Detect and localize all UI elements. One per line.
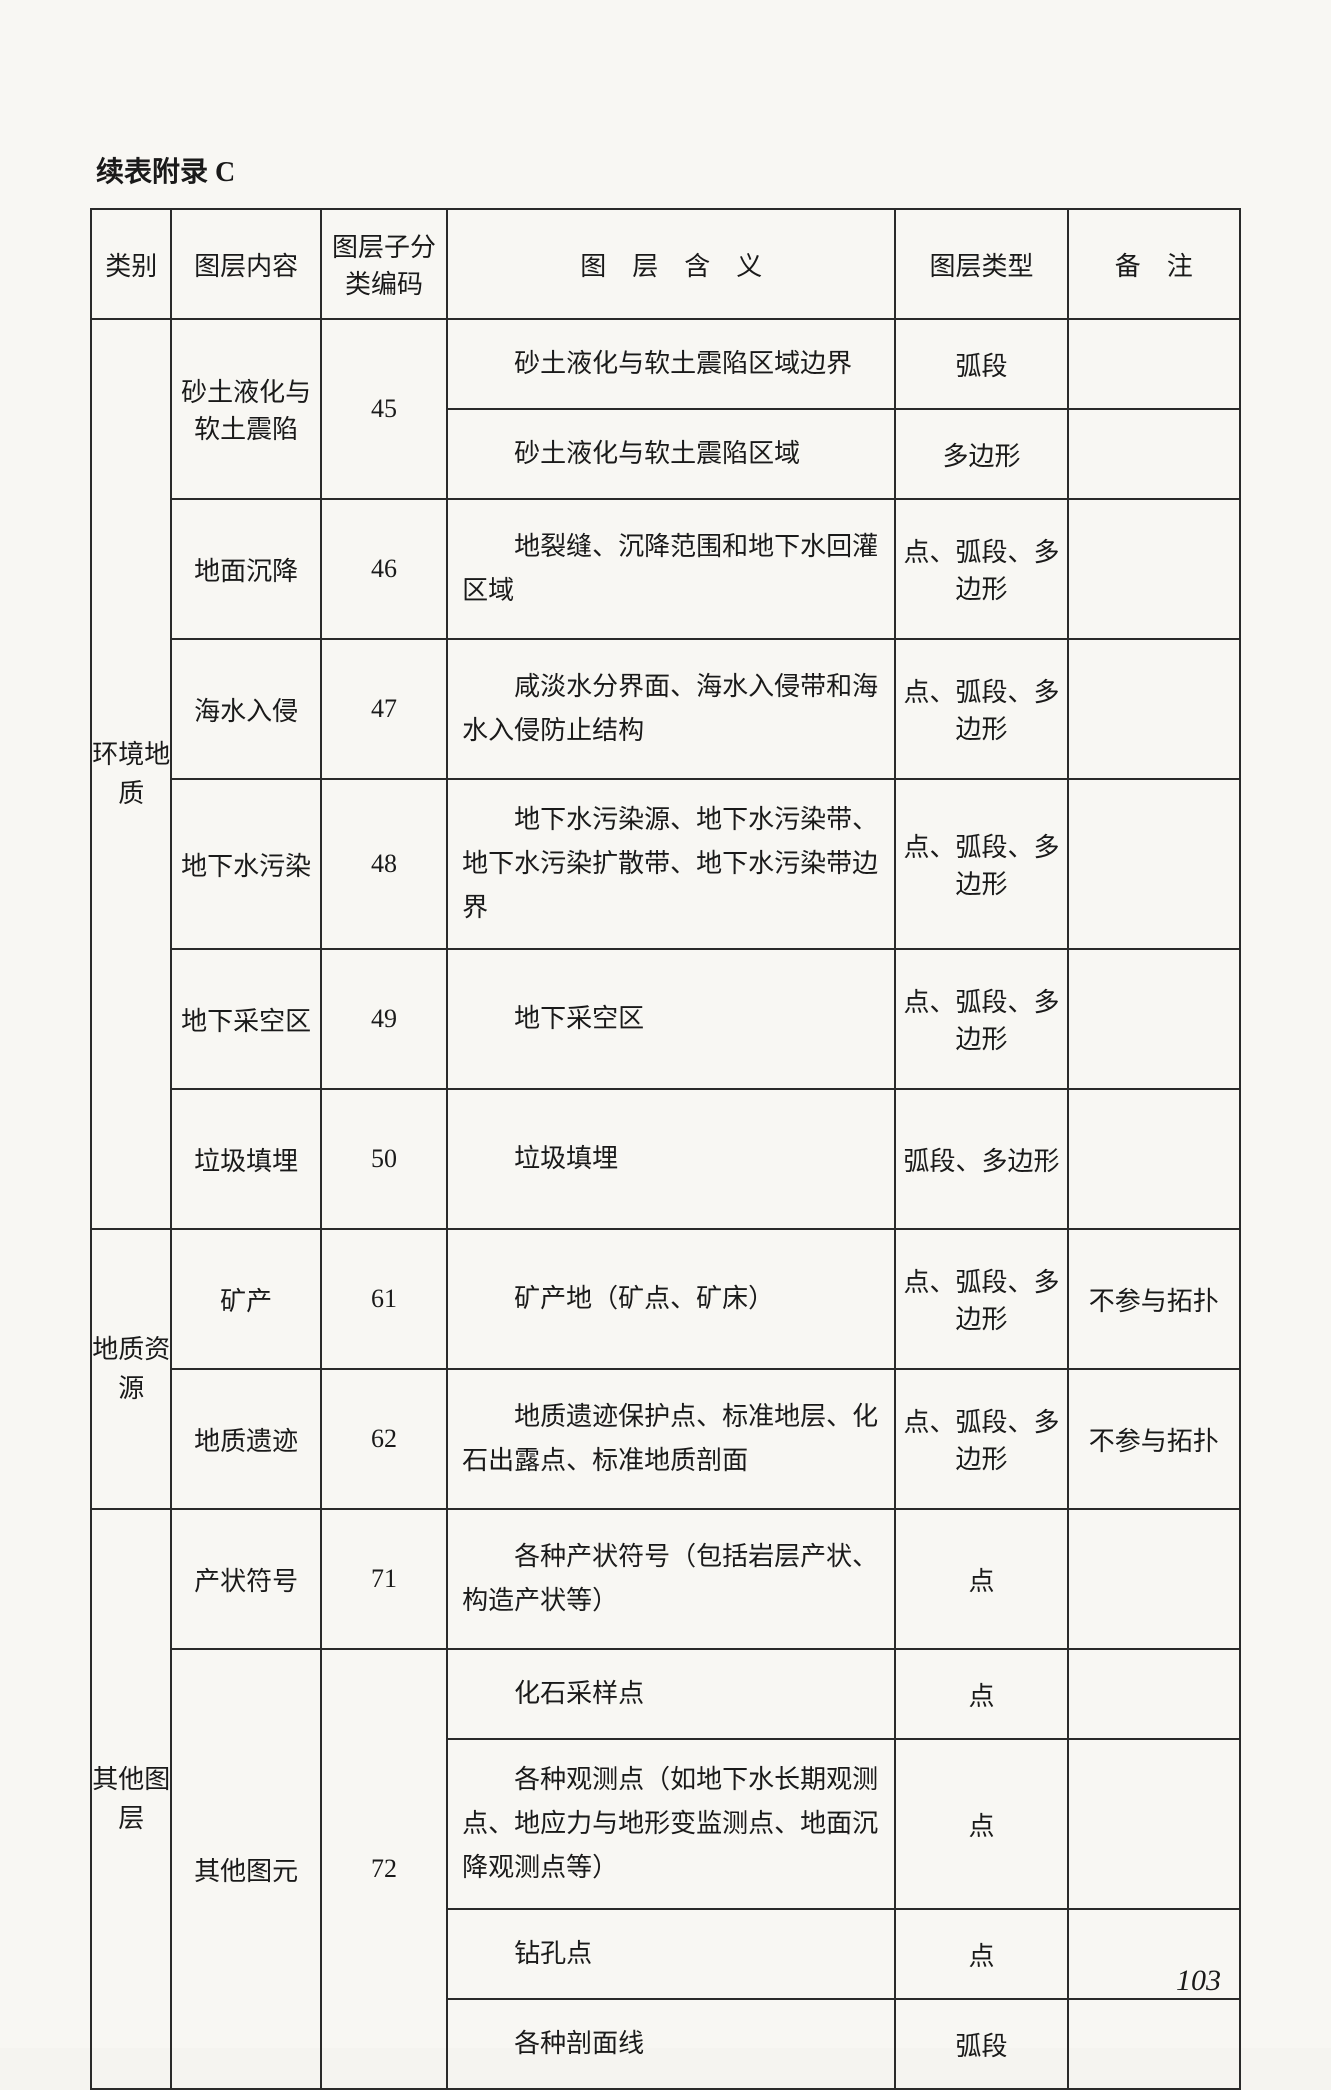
cell-meaning: 垃圾填埋 xyxy=(447,1089,895,1229)
cell-meaning: 各种观测点（如地下水长期观测点、地应力与地形变监测点、地面沉降观测点等） xyxy=(447,1739,895,1909)
cell-code: 71 xyxy=(321,1509,447,1649)
cell-type: 点、弧段、多边形 xyxy=(895,499,1067,639)
cell-type: 弧段 xyxy=(895,319,1067,409)
cell-content: 海水入侵 xyxy=(171,639,320,779)
cell-content: 地质遗迹 xyxy=(171,1369,320,1509)
cell-note xyxy=(1068,499,1240,639)
cell-code: 49 xyxy=(321,949,447,1089)
category-label: 地质资源 xyxy=(92,1335,170,1403)
cell-code: 50 xyxy=(321,1089,447,1229)
table-row: 其他图元 72 化石采样点 点 xyxy=(91,1649,1240,1739)
hdr-category: 类别 xyxy=(91,209,171,319)
page-number: 103 xyxy=(1176,1964,1221,1998)
table-row: 地质资源 矿产 61 矿产地（矿点、矿床） 点、弧段、多边形 不参与拓扑 xyxy=(91,1229,1240,1369)
table-row: 地质遗迹 62 地质遗迹保护点、标准地层、化石出露点、标准地质剖面 点、弧段、多… xyxy=(91,1369,1240,1509)
table-row: 海水入侵 47 咸淡水分界面、海水入侵带和海水入侵防止结构 点、弧段、多边形 xyxy=(91,639,1240,779)
cell-note xyxy=(1068,1999,1240,2089)
cell-content: 地下采空区 xyxy=(171,949,320,1089)
cell-category: 其他图层 xyxy=(91,1509,171,2089)
cell-meaning: 地下采空区 xyxy=(447,949,895,1089)
cell-content: 其他图元 xyxy=(171,1649,320,2089)
cell-note xyxy=(1068,779,1240,949)
table-row: 其他图层 产状符号 71 各种产状符号（包括岩层产状、构造产状等） 点 xyxy=(91,1509,1240,1649)
cell-code: 48 xyxy=(321,779,447,949)
hdr-layer-content: 图层内容 xyxy=(171,209,320,319)
cell-note: 不参与拓扑 xyxy=(1068,1369,1240,1509)
cell-content: 产状符号 xyxy=(171,1509,320,1649)
cell-note xyxy=(1068,319,1240,409)
cell-type: 点 xyxy=(895,1649,1067,1739)
cell-meaning: 矿产地（矿点、矿床） xyxy=(447,1229,895,1369)
cell-meaning: 钻孔点 xyxy=(447,1909,895,1999)
cell-content: 地下水污染 xyxy=(171,779,320,949)
cell-type: 点、弧段、多边形 xyxy=(895,1369,1067,1509)
cell-note xyxy=(1068,1089,1240,1229)
cell-type: 点 xyxy=(895,1909,1067,1999)
table-row: 地面沉降 46 地裂缝、沉降范围和地下水回灌区域 点、弧段、多边形 xyxy=(91,499,1240,639)
cell-meaning: 地裂缝、沉降范围和地下水回灌区域 xyxy=(447,499,895,639)
cell-category: 环境地质 xyxy=(91,319,171,1229)
cell-type: 多边形 xyxy=(895,409,1067,499)
cell-note xyxy=(1068,409,1240,499)
cell-type: 点、弧段、多边形 xyxy=(895,949,1067,1089)
category-label: 其他图层 xyxy=(92,1765,170,1833)
cell-content: 地面沉降 xyxy=(171,499,320,639)
cell-note xyxy=(1068,1649,1240,1739)
hdr-type: 图层类型 xyxy=(895,209,1067,319)
table-row: 垃圾填埋 50 垃圾填埋 弧段、多边形 xyxy=(91,1089,1240,1229)
cell-code: 47 xyxy=(321,639,447,779)
cell-content: 砂土液化与软土震陷 xyxy=(171,319,320,499)
cell-meaning: 各种产状符号（包括岩层产状、构造产状等） xyxy=(447,1509,895,1649)
cell-meaning: 咸淡水分界面、海水入侵带和海水入侵防止结构 xyxy=(447,639,895,779)
cell-note xyxy=(1068,1509,1240,1649)
cell-note: 不参与拓扑 xyxy=(1068,1229,1240,1369)
table-row: 地下采空区 49 地下采空区 点、弧段、多边形 xyxy=(91,949,1240,1089)
table-caption: 续表附录 C xyxy=(96,150,1241,190)
appendix-table: 类别 图层内容 图层子分类编码 图 层 含 义 图层类型 备 注 环境地质 砂土… xyxy=(90,208,1241,2090)
cell-note xyxy=(1068,949,1240,1089)
cell-type: 点 xyxy=(895,1739,1067,1909)
cell-meaning: 地质遗迹保护点、标准地层、化石出露点、标准地质剖面 xyxy=(447,1369,895,1509)
hdr-note: 备 注 xyxy=(1068,209,1240,319)
cell-content: 矿产 xyxy=(171,1229,320,1369)
hdr-meaning: 图 层 含 义 xyxy=(447,209,895,319)
cell-note xyxy=(1068,639,1240,779)
hdr-subcode: 图层子分类编码 xyxy=(321,209,447,319)
cell-meaning: 地下水污染源、地下水污染带、地下水污染扩散带、地下水污染带边界 xyxy=(447,779,895,949)
cell-type: 点、弧段、多边形 xyxy=(895,1229,1067,1369)
cell-code: 62 xyxy=(321,1369,447,1509)
cell-type: 点、弧段、多边形 xyxy=(895,639,1067,779)
cell-meaning: 各种剖面线 xyxy=(447,1999,895,2089)
cell-meaning: 砂土液化与软土震陷区域 xyxy=(447,409,895,499)
cell-type: 弧段 xyxy=(895,1999,1067,2089)
table-row: 地下水污染 48 地下水污染源、地下水污染带、地下水污染扩散带、地下水污染带边界… xyxy=(91,779,1240,949)
cell-note xyxy=(1068,1739,1240,1909)
cell-type: 弧段、多边形 xyxy=(895,1089,1067,1229)
cell-meaning: 化石采样点 xyxy=(447,1649,895,1739)
page: 续表附录 C 类别 图层内容 图层子分类编码 图 层 含 义 图层类型 备 注 … xyxy=(0,0,1331,2048)
cell-code: 61 xyxy=(321,1229,447,1369)
cell-meaning: 砂土液化与软土震陷区域边界 xyxy=(447,319,895,409)
cell-type: 点、弧段、多边形 xyxy=(895,779,1067,949)
cell-code: 72 xyxy=(321,1649,447,2089)
category-label: 环境地质 xyxy=(92,740,170,808)
cell-content: 垃圾填埋 xyxy=(171,1089,320,1229)
cell-category: 地质资源 xyxy=(91,1229,171,1509)
table-row: 环境地质 砂土液化与软土震陷 45 砂土液化与软土震陷区域边界 弧段 xyxy=(91,319,1240,409)
table-header-row: 类别 图层内容 图层子分类编码 图 层 含 义 图层类型 备 注 xyxy=(91,209,1240,319)
cell-type: 点 xyxy=(895,1509,1067,1649)
cell-code: 46 xyxy=(321,499,447,639)
cell-code: 45 xyxy=(321,319,447,499)
